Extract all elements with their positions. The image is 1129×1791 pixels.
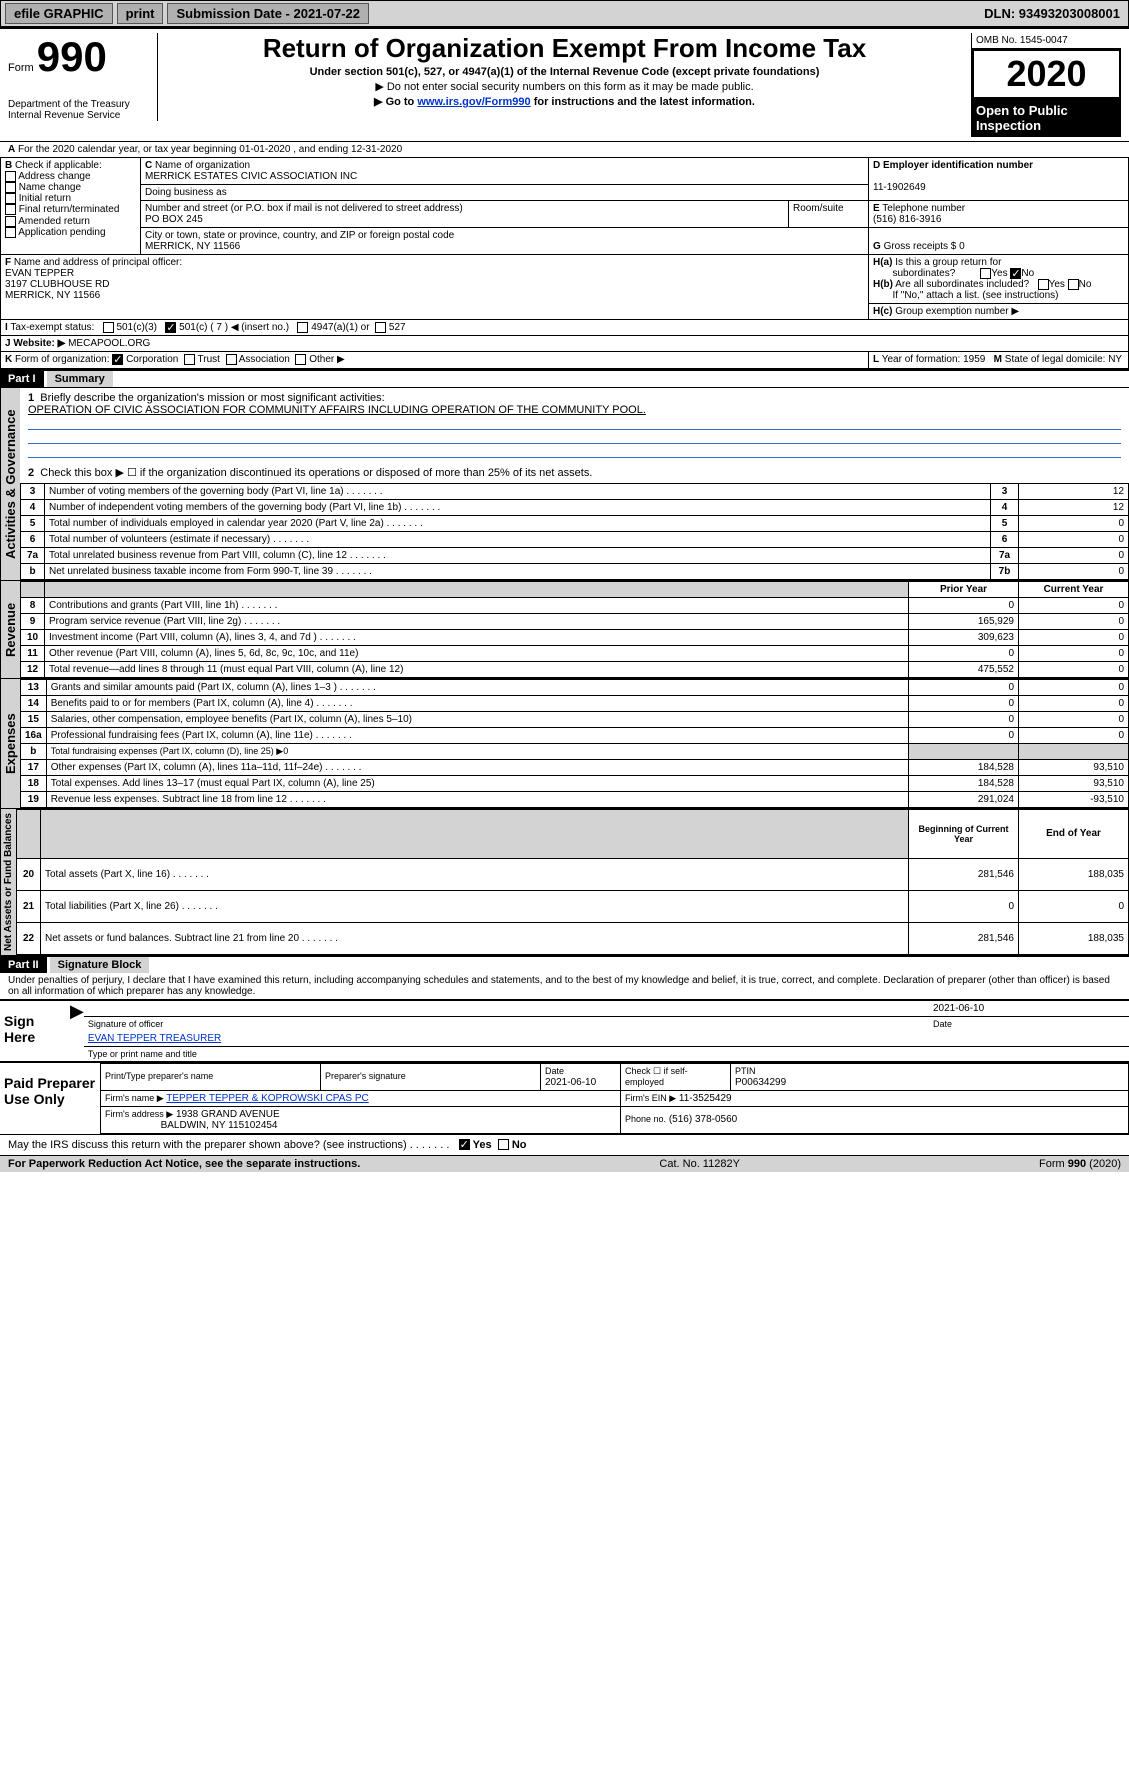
b-opt[interactable]: Final return/terminated bbox=[19, 205, 120, 216]
l3v: 12 bbox=[1019, 483, 1129, 499]
ein: 11-1902649 bbox=[873, 182, 926, 193]
form-header: Form 990 Department of the Treasury Inte… bbox=[0, 27, 1129, 141]
part1-title: Summary bbox=[47, 371, 113, 387]
part1-hdr: Part I bbox=[0, 371, 44, 387]
meta-table: B Check if applicable: Address change Na… bbox=[0, 157, 1129, 369]
l1v: OPERATION OF CIVIC ASSOCIATION FOR COMMU… bbox=[28, 404, 646, 416]
public-badge: Open to Public Inspection bbox=[972, 99, 1121, 137]
discuss-q: May the IRS discuss this return with the… bbox=[0, 1134, 1129, 1155]
addr-label: Number and street (or P.O. box if mail i… bbox=[145, 203, 463, 214]
hc: Group exemption number ▶ bbox=[895, 306, 1019, 317]
org-name: MERRICK ESTATES CIVIC ASSOCIATION INC bbox=[145, 171, 357, 182]
part2-title: Signature Block bbox=[50, 957, 150, 973]
b-opt[interactable]: Initial return bbox=[19, 193, 71, 204]
efile-button[interactable]: efile GRAPHIC bbox=[5, 3, 113, 24]
sub1: Under section 501(c), 527, or 4947(a)(1)… bbox=[166, 66, 963, 78]
g-label: Gross receipts $ bbox=[884, 241, 957, 252]
print-button[interactable]: print bbox=[117, 3, 164, 24]
l2: Check this box ▶ ☐ if the organization d… bbox=[40, 467, 592, 479]
submission-date: Submission Date - 2021-07-22 bbox=[167, 3, 369, 24]
l1: Briefly describe the organization's miss… bbox=[40, 392, 384, 404]
omb: OMB No. 1545-0047 bbox=[972, 33, 1121, 49]
ha: Is this a group return for bbox=[895, 257, 1001, 268]
cat: Cat. No. 11282Y bbox=[659, 1158, 740, 1170]
sign-here: Sign Here bbox=[0, 1001, 70, 1061]
b-opt[interactable]: Address change bbox=[18, 171, 90, 182]
room-label: Room/suite bbox=[793, 203, 844, 214]
ptin: P00634299 bbox=[735, 1077, 786, 1088]
form-number: 990 bbox=[37, 33, 107, 80]
k-label: Form of organization: bbox=[15, 355, 110, 366]
officer-addr1: 3197 CLUBHOUSE RD bbox=[5, 279, 109, 290]
b-label: Check if applicable: bbox=[15, 160, 102, 171]
part2-hdr: Part II bbox=[0, 957, 47, 973]
city: MERRICK, NY 11566 bbox=[145, 241, 240, 252]
form-title: Return of Organization Exempt From Incom… bbox=[166, 33, 963, 64]
firm-phone: (516) 378-0560 bbox=[669, 1114, 737, 1125]
irs-link[interactable]: www.irs.gov/Form990 bbox=[417, 96, 530, 108]
g-val: 0 bbox=[959, 241, 965, 252]
c-name-label: Name of organization bbox=[155, 160, 250, 171]
h-note: If "No," attach a list. (see instruction… bbox=[892, 290, 1058, 301]
side-activities: Activities & Governance bbox=[0, 388, 20, 580]
b-opt[interactable]: Application pending bbox=[18, 227, 105, 238]
j-label: Website: ▶ bbox=[13, 338, 65, 349]
b-opt[interactable]: Amended return bbox=[18, 216, 90, 227]
form-footer: Form 990 (2020) bbox=[1039, 1158, 1121, 1170]
d-label: Employer identification number bbox=[883, 160, 1033, 171]
sub3: ▶ Go to www.irs.gov/Form990 for instruct… bbox=[166, 95, 963, 108]
state: NY bbox=[1108, 354, 1122, 365]
l3t: Number of voting members of the governin… bbox=[45, 483, 991, 499]
decl: Under penalties of perjury, I declare th… bbox=[0, 973, 1129, 999]
website: MECAPOOL.ORG bbox=[68, 338, 150, 349]
firm-ein: 11-3525429 bbox=[679, 1093, 732, 1104]
firm-link[interactable]: TEPPER TEPPER & KOPROWSKI CPAS PC bbox=[166, 1093, 368, 1104]
yof: 1959 bbox=[963, 354, 985, 365]
side-revenue: Revenue bbox=[0, 581, 20, 678]
f-label: Name and address of principal officer: bbox=[14, 257, 182, 268]
officer-addr2: MERRICK, NY 11566 bbox=[5, 290, 100, 301]
pra: For Paperwork Reduction Act Notice, see … bbox=[8, 1158, 360, 1170]
paid-prep: Paid Preparer Use Only bbox=[0, 1063, 100, 1134]
phone: (516) 816-3916 bbox=[873, 214, 941, 225]
dept: Department of the Treasury Internal Reve… bbox=[8, 99, 153, 121]
form-word: Form bbox=[8, 62, 34, 74]
city-label: City or town, state or province, country… bbox=[145, 230, 454, 241]
topbar: efile GRAPHIC print Submission Date - 20… bbox=[0, 0, 1129, 27]
tax-year: 2020 bbox=[1006, 53, 1086, 94]
b-opt[interactable]: Name change bbox=[19, 182, 81, 193]
side-netassets: Net Assets or Fund Balances bbox=[0, 809, 16, 955]
officer-link[interactable]: EVAN TEPPER TREASURER bbox=[88, 1033, 221, 1044]
arrow-icon: ▶ bbox=[70, 1001, 84, 1061]
officer-name: EVAN TEPPER bbox=[5, 268, 74, 279]
i-label: Tax-exempt status: bbox=[10, 322, 94, 333]
hb: Are all subordinates included? bbox=[895, 279, 1029, 290]
dln: DLN: 93493203008001 bbox=[984, 6, 1120, 21]
sub2: ▶ Do not enter social security numbers o… bbox=[166, 80, 963, 93]
dba-label: Doing business as bbox=[145, 187, 227, 198]
addr: PO BOX 245 bbox=[145, 214, 203, 225]
side-expenses: Expenses bbox=[0, 679, 20, 808]
footer: For Paperwork Reduction Act Notice, see … bbox=[0, 1155, 1129, 1172]
e-label: Telephone number bbox=[882, 203, 965, 214]
line-a: A For the 2020 calendar year, or tax yea… bbox=[0, 141, 1129, 157]
